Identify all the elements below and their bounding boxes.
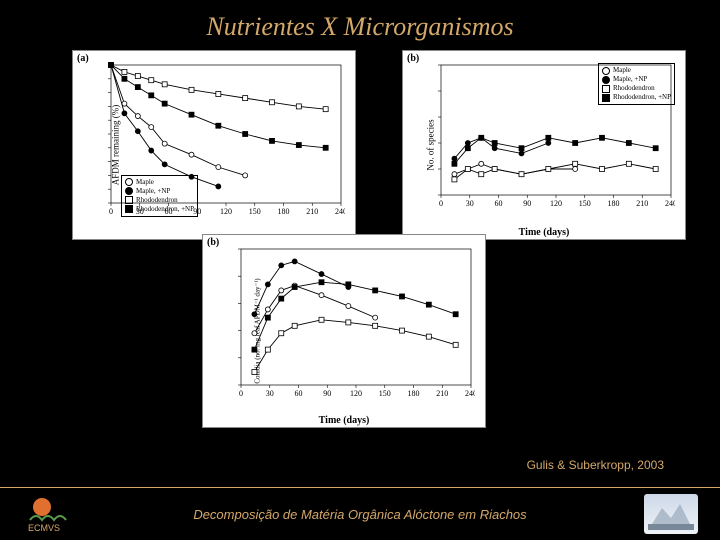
ylabel-b: No. of species bbox=[426, 119, 436, 170]
svg-text:60: 60 bbox=[495, 199, 503, 208]
citation: Gulis & Suberkropp, 2003 bbox=[527, 458, 664, 472]
footer-text: Decomposição de Matéria Orgânica Alócton… bbox=[193, 507, 526, 522]
chart-species: (b) No. of species Time (days) MapleMapl… bbox=[402, 50, 686, 240]
svg-text:120: 120 bbox=[350, 389, 362, 398]
svg-text:180: 180 bbox=[608, 199, 620, 208]
xlabel-b: Time (days) bbox=[519, 227, 570, 238]
panel-tag-b: (b) bbox=[407, 53, 419, 64]
svg-text:120: 120 bbox=[220, 207, 232, 216]
svg-text:240: 240 bbox=[335, 207, 345, 216]
svg-text:90: 90 bbox=[523, 199, 531, 208]
svg-text:60: 60 bbox=[165, 207, 173, 216]
svg-text:150: 150 bbox=[579, 199, 591, 208]
footer-bar: ECMVS Decomposição de Matéria Orgânica A… bbox=[0, 487, 720, 540]
svg-text:0: 0 bbox=[439, 199, 443, 208]
plot-b: 03060901201501802102400510152025 bbox=[437, 61, 675, 213]
chart-conidia: (b) Conidia (no. mg leaf AFDM⁻¹ day⁻¹) T… bbox=[202, 234, 486, 428]
svg-text:180: 180 bbox=[408, 389, 420, 398]
svg-text:0: 0 bbox=[109, 207, 113, 216]
panel-tag-c: (b) bbox=[207, 237, 219, 248]
svg-text:30: 30 bbox=[266, 389, 274, 398]
svg-text:ECMVS: ECMVS bbox=[28, 523, 60, 533]
svg-text:0: 0 bbox=[239, 389, 243, 398]
charts-container: (a) AFDM remaining (%) MapleMaple, +NPRh… bbox=[0, 50, 720, 450]
svg-text:30: 30 bbox=[466, 199, 474, 208]
svg-text:150: 150 bbox=[249, 207, 261, 216]
svg-text:210: 210 bbox=[636, 199, 648, 208]
logo-left: ECMVS bbox=[22, 494, 76, 534]
svg-text:180: 180 bbox=[278, 207, 290, 216]
svg-text:210: 210 bbox=[436, 389, 448, 398]
plot-c: 03060901201501802102400.1110100100010000 bbox=[237, 245, 475, 403]
svg-text:150: 150 bbox=[379, 389, 391, 398]
svg-text:240: 240 bbox=[665, 199, 675, 208]
svg-text:120: 120 bbox=[550, 199, 562, 208]
svg-text:60: 60 bbox=[295, 389, 303, 398]
panel-tag-a: (a) bbox=[77, 53, 89, 64]
svg-text:90: 90 bbox=[193, 207, 201, 216]
svg-text:210: 210 bbox=[306, 207, 318, 216]
logo-right bbox=[644, 494, 698, 534]
svg-text:240: 240 bbox=[465, 389, 475, 398]
svg-text:30: 30 bbox=[136, 207, 144, 216]
plot-a: 0306090120150180210240010203040506070809… bbox=[107, 61, 345, 221]
xlabel-c: Time (days) bbox=[319, 415, 370, 426]
page-title: Nutrientes X Microrganismos bbox=[0, 0, 720, 50]
chart-afdm-remaining: (a) AFDM remaining (%) MapleMaple, +NPRh… bbox=[72, 50, 356, 240]
svg-text:90: 90 bbox=[323, 389, 331, 398]
